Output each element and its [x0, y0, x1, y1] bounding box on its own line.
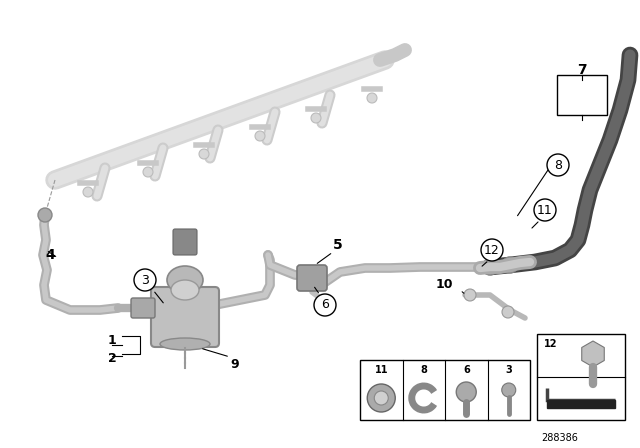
FancyBboxPatch shape	[131, 298, 155, 318]
Circle shape	[367, 384, 396, 412]
Text: 3: 3	[141, 273, 149, 287]
Circle shape	[464, 289, 476, 301]
Text: 10: 10	[435, 279, 452, 292]
Text: 6: 6	[321, 298, 329, 311]
Text: 3: 3	[506, 365, 512, 375]
Circle shape	[502, 383, 516, 397]
Ellipse shape	[167, 266, 203, 294]
Text: 11: 11	[374, 365, 388, 375]
FancyBboxPatch shape	[151, 287, 219, 347]
FancyBboxPatch shape	[297, 265, 327, 291]
FancyBboxPatch shape	[173, 229, 197, 255]
Circle shape	[311, 113, 321, 123]
Text: 1: 1	[108, 333, 116, 346]
Circle shape	[255, 131, 265, 141]
Text: 7: 7	[577, 63, 587, 77]
Circle shape	[481, 239, 503, 261]
Text: 8: 8	[554, 159, 562, 172]
Circle shape	[502, 306, 514, 318]
Circle shape	[482, 259, 498, 275]
Text: 2: 2	[108, 352, 116, 365]
Text: 9: 9	[230, 358, 239, 371]
Text: 12: 12	[544, 339, 557, 349]
Circle shape	[547, 154, 569, 176]
Circle shape	[134, 269, 156, 291]
Polygon shape	[547, 400, 615, 408]
Text: 288386: 288386	[541, 433, 579, 443]
Circle shape	[83, 187, 93, 197]
Circle shape	[374, 391, 388, 405]
Circle shape	[502, 257, 518, 273]
Text: 5: 5	[333, 238, 343, 252]
Circle shape	[143, 167, 153, 177]
Circle shape	[456, 382, 476, 402]
Text: 4: 4	[45, 248, 55, 262]
Text: 8: 8	[420, 365, 427, 375]
Text: 6: 6	[463, 365, 470, 375]
Circle shape	[367, 93, 377, 103]
Circle shape	[314, 294, 336, 316]
Ellipse shape	[171, 280, 199, 300]
Circle shape	[534, 199, 556, 221]
Text: 11: 11	[537, 203, 553, 216]
Circle shape	[199, 149, 209, 159]
Ellipse shape	[160, 338, 210, 350]
Text: 12: 12	[484, 244, 500, 257]
Circle shape	[38, 208, 52, 222]
Polygon shape	[582, 341, 604, 367]
